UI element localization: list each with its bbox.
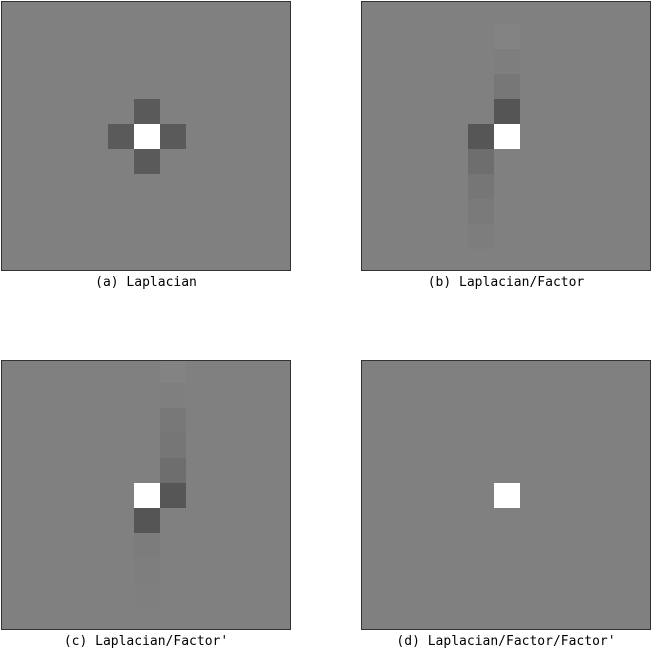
panel-a-image [1, 1, 291, 271]
stencil-cell [134, 533, 160, 558]
stencil-cell [160, 124, 186, 149]
stencil-cell [468, 224, 494, 249]
stencil-cell [160, 433, 186, 458]
stencil-cell [468, 174, 494, 199]
panel-d-image [361, 360, 651, 630]
stencil-cell [134, 483, 160, 508]
stencil-cell [134, 583, 160, 608]
stencil-cell [134, 558, 160, 583]
panel-c-image [1, 360, 291, 630]
stencil-cell [468, 149, 494, 174]
stencil-cell [494, 74, 520, 99]
caption-a: (a) Laplacian [1, 275, 291, 290]
stencil-cell [160, 360, 186, 383]
stencil-cell [160, 383, 186, 408]
stencil-cell [494, 24, 520, 49]
stencil-cell [468, 199, 494, 224]
caption-b: (b) Laplacian/Factor [361, 275, 651, 290]
stencil-cell [468, 124, 494, 149]
stencil-cell [134, 149, 160, 174]
stencil-cell [494, 483, 520, 508]
stencil-cell [494, 49, 520, 74]
stencil-cell [160, 458, 186, 483]
caption-d: (d) Laplacian/Factor/Factor' [361, 634, 651, 649]
stencil-cell [108, 124, 134, 149]
stencil-cell [134, 99, 160, 124]
stencil-cell [160, 483, 186, 508]
stencil-cell [494, 99, 520, 124]
stencil-cell [134, 508, 160, 533]
stencil-cell [134, 124, 160, 149]
stencil-cell [160, 408, 186, 433]
caption-c: (c) Laplacian/Factor' [1, 634, 291, 649]
panel-b-image [361, 1, 651, 271]
stencil-cell [494, 124, 520, 149]
